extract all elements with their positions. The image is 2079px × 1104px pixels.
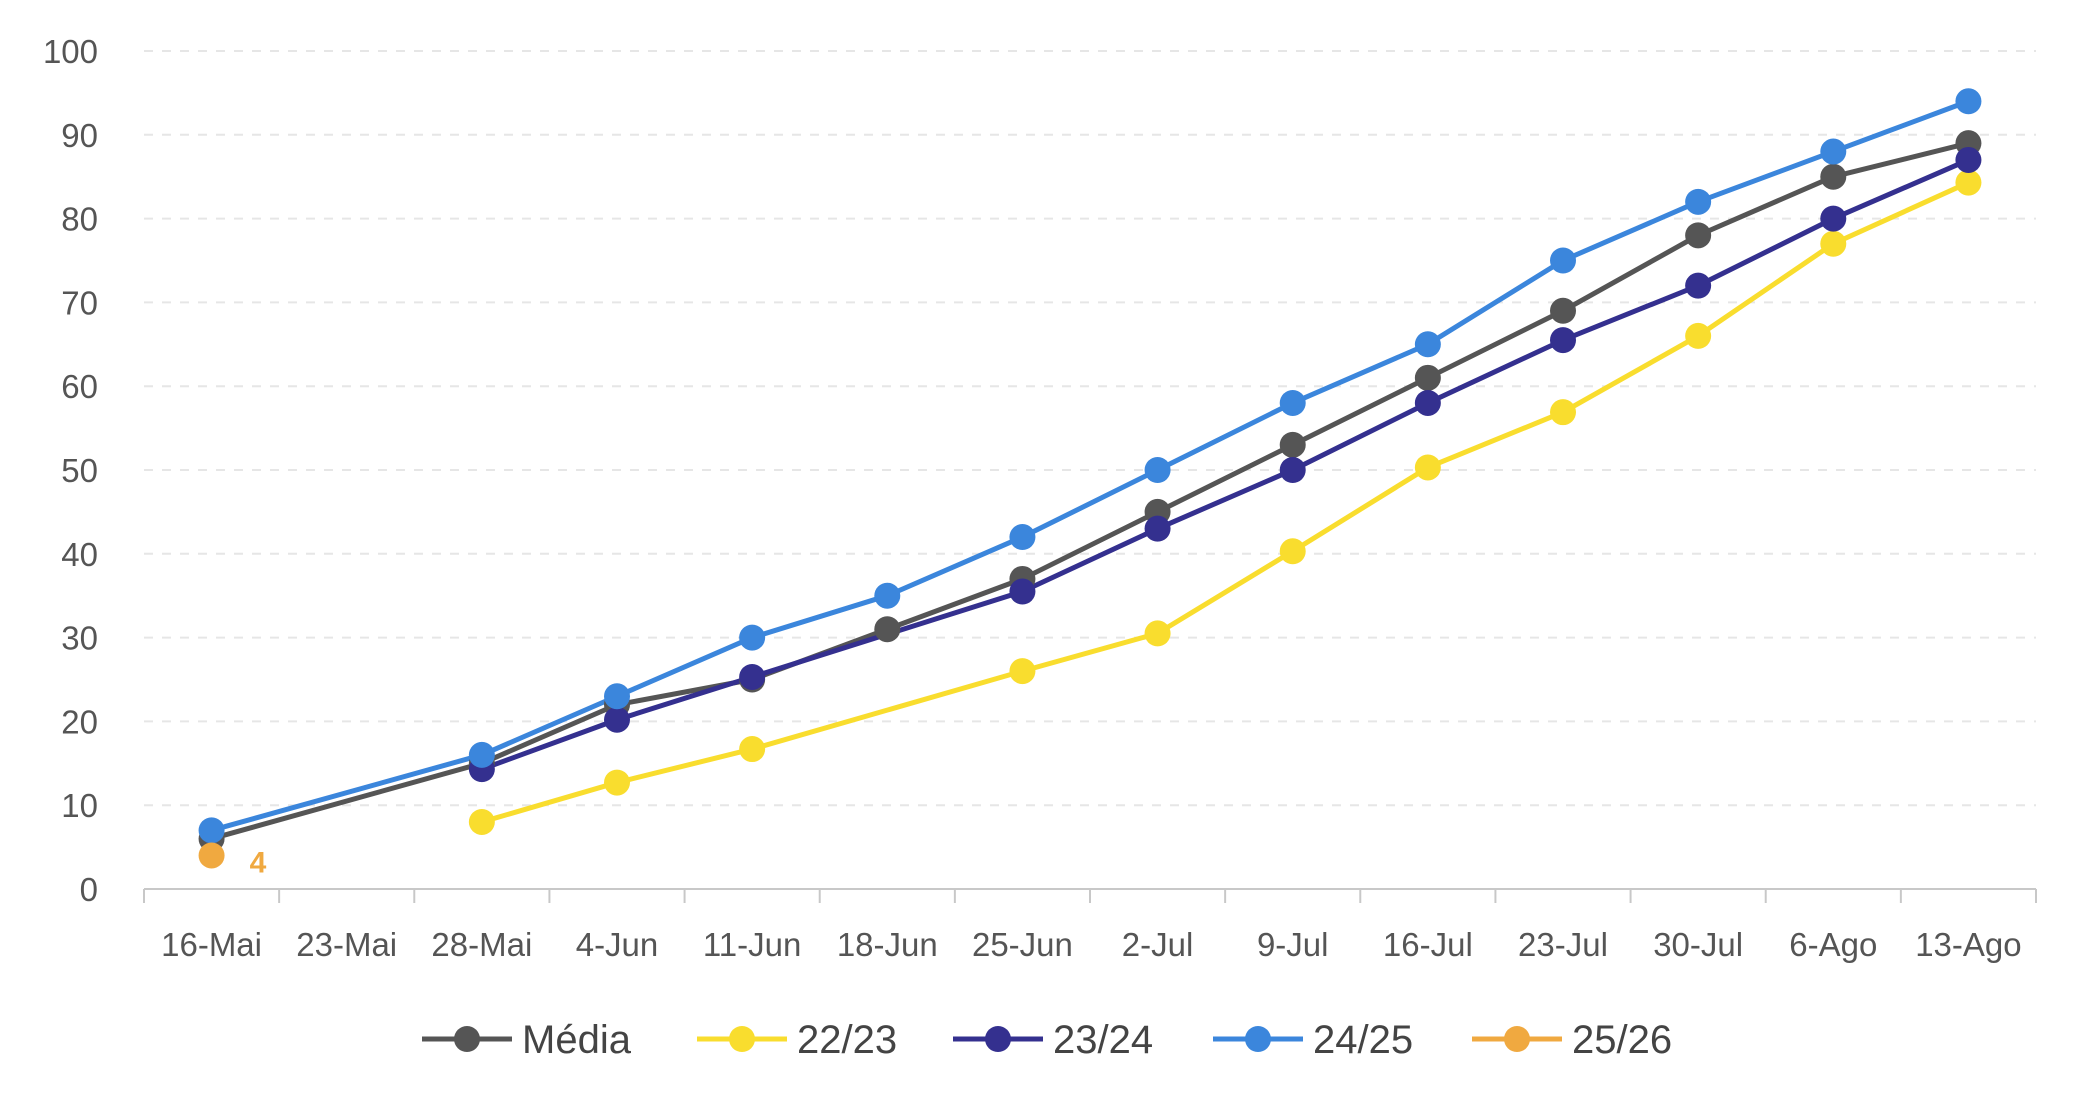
data-point-series-0 — [1685, 222, 1712, 249]
data-point-series-1 — [739, 736, 766, 763]
data-point-series-0 — [874, 616, 901, 643]
data-point-series-0 — [1820, 163, 1847, 190]
legend-label: 25/26 — [1572, 1018, 1672, 1062]
data-point-series-4 — [198, 842, 225, 869]
data-point-series-1 — [468, 808, 495, 835]
data-point-series-2 — [739, 663, 766, 690]
data-point-series-1 — [1955, 169, 1982, 196]
data-point-series-3 — [604, 683, 630, 710]
data-point-series-1 — [1820, 230, 1847, 257]
data-point-series-2 — [1144, 515, 1171, 542]
data-point-series-3 — [1955, 88, 1982, 115]
legend-label: 24/25 — [1313, 1018, 1413, 1062]
x-tick-label: 25-Jun — [972, 926, 1073, 963]
x-tick-label: 4-Jun — [576, 926, 659, 963]
y-tick-label: 50 — [61, 452, 98, 489]
data-point-series-1 — [1685, 322, 1712, 349]
legend-label: Média — [522, 1018, 632, 1062]
x-tick-label: 18-Jun — [837, 926, 938, 963]
data-point-series-3 — [1820, 138, 1847, 165]
series-line-0 — [210, 140, 1970, 842]
x-axis-ticks: 16-Mai 23-Mai 28-Mai 4-Jun 11-Jun 18-Jun 25-Ju… — [161, 926, 2022, 963]
x-tick-label: 23-Jul — [1518, 926, 1608, 963]
y-tick-label: 30 — [61, 620, 98, 657]
data-point-series-3 — [1009, 524, 1036, 551]
x-tick-label: 9-Jul — [1257, 926, 1329, 963]
x-tick-label: 13-Ago — [1915, 926, 2021, 963]
data-point-series-0 — [1279, 431, 1306, 458]
data-point-series-3 — [739, 624, 766, 651]
legend-label: 22/23 — [797, 1018, 897, 1062]
data-point-series-1 — [604, 769, 630, 796]
data-point-series-3 — [1144, 457, 1171, 483]
data-point-series-1 — [1279, 538, 1306, 565]
series-line-2 — [480, 157, 1970, 772]
legend-item: 24/25 — [1213, 1018, 1413, 1062]
x-tick-label: 23-Mai — [296, 926, 397, 963]
x-tick-label: 28-Mai — [431, 926, 532, 963]
data-point-series-2 — [1685, 272, 1712, 299]
data-point-series-2 — [1279, 457, 1306, 483]
legend-item: 25/26 — [1472, 1018, 1672, 1062]
data-point-series-1 — [1414, 454, 1441, 481]
data-point-series-0 — [1414, 364, 1441, 391]
x-tick-label: 16-Mai — [161, 926, 262, 963]
y-tick-label: 90 — [61, 117, 98, 154]
gridlines — [144, 50, 2036, 807]
x-tick-label: 16-Jul — [1383, 926, 1473, 963]
data-point-series-3 — [198, 817, 225, 844]
data-point-series-2 — [604, 706, 630, 733]
data-point-series-1 — [1550, 399, 1576, 426]
data-point-series-2 — [1009, 578, 1036, 605]
legend-marker — [1504, 1026, 1530, 1052]
legend-marker — [1245, 1026, 1271, 1052]
x-axis — [143, 888, 2037, 903]
y-tick-label: 0 — [80, 871, 98, 908]
data-label: 4 — [250, 846, 267, 879]
y-tick-label: 80 — [61, 201, 98, 238]
y-tick-label: 70 — [61, 284, 98, 321]
legend-label: 23/24 — [1053, 1018, 1153, 1062]
legend-item: Média — [422, 1018, 632, 1062]
data-point-series-3 — [468, 741, 495, 768]
y-tick-label: 10 — [61, 787, 98, 824]
data-point-series-3 — [1685, 188, 1712, 215]
legend-item: 23/24 — [953, 1018, 1153, 1062]
data-point-series-2 — [1955, 146, 1982, 173]
data-point-series-2 — [1550, 327, 1576, 354]
legend: Média 22/23 23/24 24/25 25/26 — [422, 1018, 1672, 1062]
series-line-1 — [481, 180, 1970, 825]
x-tick-label: 2-Jul — [1122, 926, 1194, 963]
data-point-series-1 — [1009, 658, 1036, 685]
data-point-series-2 — [1414, 389, 1441, 416]
data-point-series-3 — [1414, 331, 1441, 358]
x-tick-label: 30-Jul — [1653, 926, 1743, 963]
data-point-series-3 — [1550, 247, 1576, 274]
data-labels: 4 — [250, 846, 267, 879]
legend-item: 22/23 — [697, 1018, 897, 1062]
legend-marker — [985, 1026, 1011, 1052]
data-point-series-3 — [1279, 389, 1306, 416]
legend-marker — [454, 1026, 480, 1052]
y-tick-label: 20 — [61, 703, 98, 740]
y-tick-label: 100 — [43, 33, 98, 70]
x-tick-label: 6-Ago — [1789, 926, 1877, 963]
x-tick-label: 11-Jun — [703, 926, 801, 963]
y-tick-label: 60 — [61, 368, 98, 405]
data-point-series-3 — [874, 582, 901, 609]
y-tick-label: 40 — [61, 536, 98, 573]
data-point-series-2 — [1820, 205, 1847, 232]
series-points — [198, 88, 1982, 869]
data-point-series-0 — [1550, 297, 1576, 324]
y-axis-ticks: 0 10 20 30 40 50 60 70 80 90 100 — [43, 33, 98, 908]
legend-marker — [729, 1026, 755, 1052]
data-point-series-1 — [1144, 620, 1171, 647]
